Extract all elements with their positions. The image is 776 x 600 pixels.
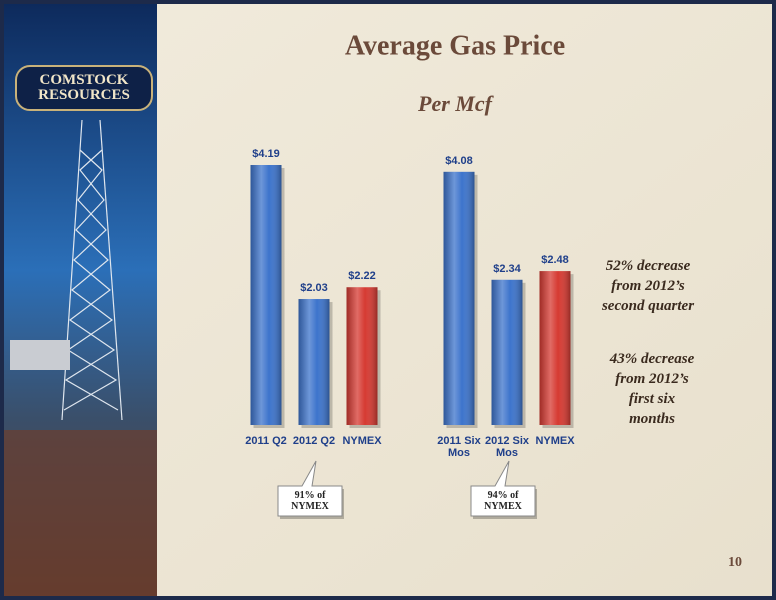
value-label: $4.08 [445,155,473,167]
bar-shine [298,299,330,425]
bar-shine [443,171,475,425]
x-tick-label: 2011 Six Mos [437,435,481,459]
slide-subtitle: Per Mcf [417,91,495,116]
bar-shine [539,271,571,425]
value-label: $2.22 [348,270,376,282]
pipes [4,430,157,596]
value-label: $2.34 [493,263,521,275]
logo-badge [15,65,153,111]
x-tick-label: NYMEX [535,435,575,447]
bar-shine [250,165,282,425]
rig-house [10,340,70,370]
callout [277,460,343,517]
slide-title: Average Gas Price [345,30,565,61]
callout [470,460,536,517]
side-note: 43% decrease from 2012’s first six months [609,351,695,427]
callout-text: 91% of NYMEX [291,490,330,512]
bar-shine [346,287,378,425]
x-tick-label: NYMEX [342,435,382,447]
x-tick-label: 2012 Q2 [293,435,335,447]
side-note: 52% decrease from 2012’s second quarter [601,258,694,314]
page-number: 10 [728,555,742,570]
value-label: $2.48 [541,254,569,266]
callout-text: 94% of NYMEX [484,490,523,512]
x-tick-label: 2012 Six Mos [485,435,530,459]
value-label: $4.19 [252,148,280,160]
logo: COMSTOCK RESOURCES [38,72,130,103]
bar-shine [491,279,523,425]
x-tick-label: 2011 Q2 [245,435,287,447]
value-label: $2.03 [300,282,328,294]
